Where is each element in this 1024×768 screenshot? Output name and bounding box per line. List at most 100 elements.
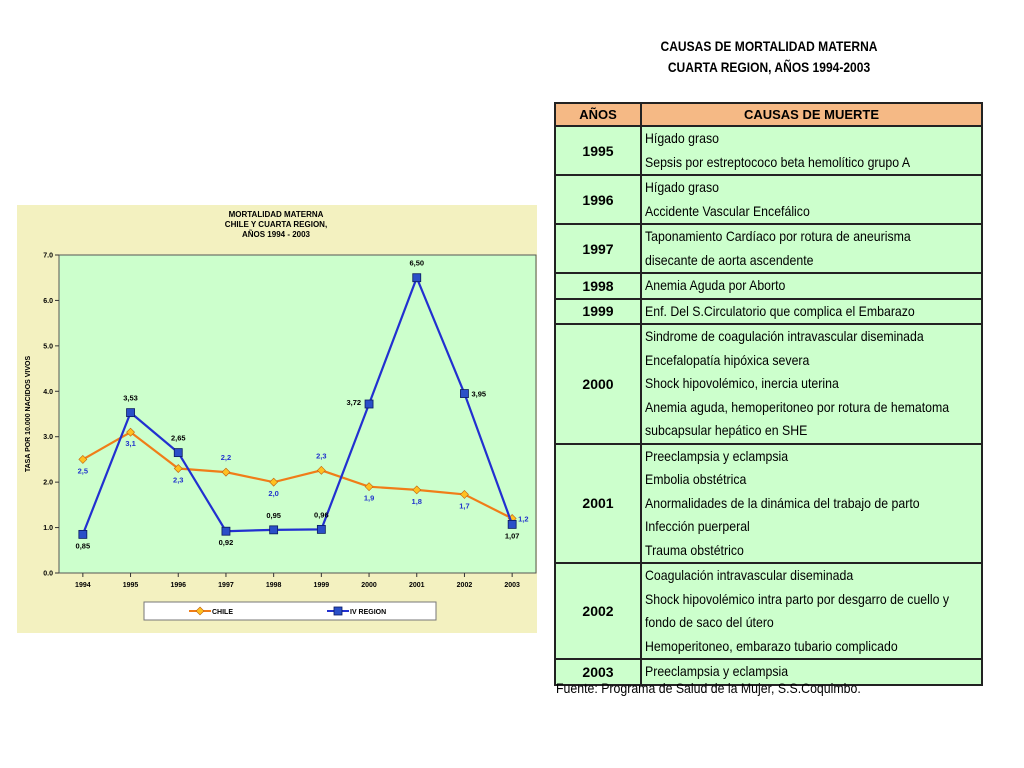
chart-title-line: AÑOS 1994 - 2003 [242, 230, 311, 239]
table-row: 1997 Taponamiento Cardíaco por rotura de … [554, 223, 983, 274]
table-row: 2003 Preeclampsia y eclampsia [554, 658, 983, 686]
chart-title-line: MORTALIDAD MATERNA [229, 210, 324, 219]
x-tick-label: 1996 [170, 582, 186, 589]
x-tick-label: 1994 [75, 582, 91, 589]
table-title: CAUSAS DE MORTALIDAD MATERNA CUARTA REGI… [555, 36, 983, 78]
legend-label: CHILE [212, 609, 233, 616]
chart-title-line: CHILE Y CUARTA REGION, [225, 220, 327, 229]
cause-item: Coagulación intravascular diseminada [645, 567, 854, 583]
data-label: 2,3 [316, 451, 326, 460]
row-causes: Preeclampsia y eclampsia Embolia obstétri… [640, 442, 983, 564]
x-tick-label: 1999 [314, 582, 330, 589]
source-note: Fuente: Programa de Salud de la Mujer, S… [556, 680, 861, 696]
header-causes: CAUSAS DE MUERTE [640, 102, 983, 127]
y-tick-label: 1.0 [43, 525, 53, 532]
y-tick-label: 2.0 [43, 480, 53, 487]
x-tick-label: 2002 [457, 582, 473, 589]
table-header-row: AÑOS CAUSAS DE MUERTE [554, 102, 983, 127]
y-tick-label: 6.0 [43, 298, 53, 305]
cause-item: Accidente Vascular Encefálico [645, 202, 810, 219]
row-year: 1996 [554, 174, 642, 225]
data-point-chile [221, 467, 231, 477]
data-label: 1,8 [412, 497, 422, 506]
row-year: 1997 [554, 223, 642, 274]
plot-area [58, 254, 537, 574]
data-point-chile [412, 485, 422, 495]
cause-item: Encefalopatía hipóxica severa [645, 351, 810, 368]
table-row: 2000 Sindrome de coagulación intravascula… [554, 323, 983, 445]
y-tick-label: 4.0 [43, 389, 53, 396]
row-year: 2000 [554, 323, 642, 445]
cause-item: Anormalidades de la dinámica del trabajo… [645, 494, 920, 511]
data-point-iv-region [507, 519, 517, 529]
row-causes: Hígado graso Accidente Vascular Encefálic… [640, 174, 983, 225]
legend-marker-iv-region [333, 606, 343, 616]
data-point-iv-region [460, 389, 469, 398]
data-point-chile [269, 477, 279, 487]
mortality-chart-panel: MORTALIDAD MATERNA CHILE Y CUARTA REGION,… [17, 205, 537, 633]
data-label: 0,92 [219, 538, 234, 547]
cause-item: Anemia Aguda por Aborto [645, 277, 786, 293]
data-point-iv-region [173, 448, 183, 458]
data-label: 2,65 [171, 434, 186, 443]
table-row: 2002 Coagulación intravascular diseminada… [554, 562, 983, 660]
cause-item: disecante de aorta ascendente [645, 251, 814, 268]
cause-item: Trauma obstétrico [645, 541, 744, 558]
row-year: 1995 [554, 125, 642, 176]
causes-table-body: 1995 Hígado graso Sepsis por estreptococo … [554, 125, 983, 686]
table-row: 2001 Preeclampsia y eclampsia Embolia obst… [554, 442, 983, 564]
table-title-line1: CAUSAS DE MORTALIDAD MATERNA [660, 38, 878, 54]
cause-item: Shock hipovolémico intra parto por desga… [645, 590, 950, 607]
data-point-iv-region [316, 524, 326, 534]
data-point-iv-region [78, 529, 88, 539]
data-label: 1,2 [518, 514, 528, 523]
y-tick-label: 0.0 [43, 571, 53, 578]
x-tick-label: 1997 [218, 582, 234, 589]
data-point-iv-region [364, 399, 374, 409]
data-point-iv-region [221, 526, 231, 536]
data-label: 0,96 [314, 510, 329, 519]
cause-item: Infección puerperal [645, 518, 750, 534]
cause-item: Sepsis por estreptococo beta hemolítico … [645, 153, 911, 170]
row-year: 1999 [554, 297, 642, 325]
x-tick-label: 2000 [361, 582, 377, 589]
data-label: 0,95 [266, 511, 281, 520]
y-tick-label: 7.0 [43, 253, 53, 260]
data-point-iv-region [412, 273, 422, 283]
legend-label: IV REGION [350, 609, 386, 616]
x-tick-label: 2001 [409, 582, 425, 589]
row-causes: Taponamiento Cardíaco por rotura de aneu… [640, 223, 983, 274]
data-label: 2,5 [78, 466, 88, 475]
cause-item: Enf. Del S.Circulatorio que complica el … [645, 302, 915, 319]
cause-item: Hígado graso [645, 130, 719, 146]
x-tick-label: 2003 [504, 582, 520, 589]
cause-item: fondo de saco del útero [645, 614, 774, 630]
data-point-chile [173, 464, 183, 473]
data-label: 1,9 [364, 494, 374, 503]
x-tick-label: 1998 [266, 582, 282, 589]
cause-item: Hígado graso [645, 179, 719, 195]
table-title-line2: CUARTA REGION, AÑOS 1994-2003 [667, 59, 871, 75]
table-row: 1999 Enf. Del S.Circulatorio que complica… [554, 297, 983, 325]
data-label: 2,2 [221, 453, 231, 462]
x-tick-label: 1995 [123, 582, 139, 589]
row-causes: Coagulación intravascular diseminada Sho… [640, 562, 983, 660]
data-point-chile [78, 455, 88, 464]
causes-table: AÑOS CAUSAS DE MUERTE 1995 Hígado graso Se… [554, 102, 983, 686]
series-line-chile [82, 430, 513, 520]
series-line-iv-region [81, 274, 514, 535]
data-label: 1,07 [505, 531, 520, 540]
cause-item: Preeclampsia y eclampsia [645, 447, 789, 464]
row-causes: Anemia Aguda por Aborto [640, 272, 983, 300]
data-point-chile [364, 482, 374, 492]
data-point-chile [126, 427, 135, 437]
cause-item: Preeclampsia y eclampsia [645, 663, 789, 679]
data-point-iv-region [269, 525, 279, 535]
data-label: 3,95 [471, 390, 486, 399]
legend-marker-chile [195, 606, 205, 616]
cause-item: Shock hipovolémico, inercia uterina [645, 375, 839, 391]
data-label: 3,72 [346, 398, 361, 407]
cause-item: subcapsular hepático en SHE [645, 422, 808, 438]
y-axis-label: TASA POR 10.000 NACIDOS VIVOS [25, 356, 32, 473]
table-row: 1998 Anemia Aguda por Aborto [554, 272, 983, 300]
